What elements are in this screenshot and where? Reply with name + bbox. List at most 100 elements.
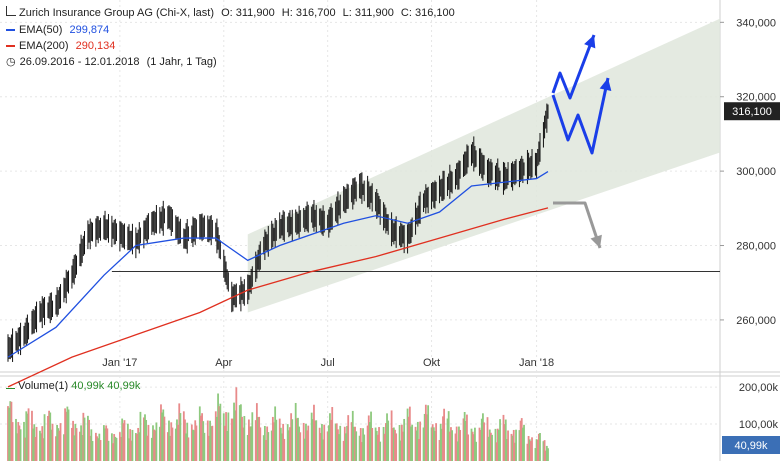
volume-bar bbox=[26, 413, 29, 461]
volume-bar bbox=[482, 413, 484, 461]
volume-bar bbox=[152, 425, 154, 461]
volume-bar bbox=[408, 406, 411, 461]
volume-bar bbox=[170, 422, 173, 461]
volume-bar bbox=[498, 429, 500, 461]
volume-bar bbox=[299, 432, 302, 461]
clock-icon: ◷ bbox=[6, 56, 16, 68]
volume-bar bbox=[358, 435, 361, 461]
volume-bar bbox=[390, 410, 393, 461]
volume-bar bbox=[55, 436, 57, 461]
volume-bar bbox=[543, 440, 546, 461]
volume-bar bbox=[10, 401, 13, 461]
ema200-legend: EMA(200) 290,134 bbox=[6, 39, 119, 53]
volume-bar bbox=[217, 393, 219, 461]
volume-bar bbox=[294, 402, 297, 461]
volume-bar bbox=[158, 426, 161, 461]
volume-bar bbox=[326, 431, 329, 461]
volume-bar bbox=[258, 416, 261, 461]
volume-bar bbox=[329, 413, 331, 461]
volume-bar bbox=[518, 430, 521, 461]
volume-bar bbox=[315, 420, 318, 461]
volume-bar bbox=[211, 425, 214, 461]
volume-bar bbox=[40, 433, 43, 461]
volume-bar bbox=[99, 440, 102, 461]
volume-bar bbox=[75, 428, 78, 461]
volume-bar bbox=[387, 420, 390, 461]
volume-bar bbox=[363, 434, 366, 461]
high-value: H: 316,700 bbox=[281, 7, 336, 19]
volume-bar bbox=[287, 430, 290, 461]
volume-bar bbox=[249, 426, 251, 461]
volume-bar bbox=[529, 441, 532, 461]
volume-bar bbox=[526, 443, 529, 461]
volume-bar bbox=[47, 415, 49, 461]
axes: 260,000 280,000 300,000 320,000 340,000 Jan '… bbox=[102, 17, 780, 454]
volume-bar bbox=[410, 426, 412, 461]
volume-bar bbox=[176, 419, 178, 461]
volume-bar bbox=[281, 433, 283, 461]
volume-bar bbox=[163, 416, 166, 461]
volume-bar bbox=[371, 427, 374, 461]
volume-bar bbox=[440, 428, 443, 461]
volume-bar bbox=[322, 439, 324, 461]
volume-bar bbox=[503, 424, 506, 461]
volume-bar bbox=[416, 421, 419, 461]
volume-bar bbox=[166, 432, 169, 461]
volume-bar bbox=[65, 411, 68, 461]
volume-bar bbox=[63, 434, 65, 461]
volume-bar bbox=[23, 421, 25, 461]
volume-bar bbox=[479, 429, 482, 461]
volume-bar bbox=[311, 419, 314, 461]
volume-bar bbox=[443, 408, 446, 461]
volume-bar bbox=[313, 404, 315, 461]
volume-bar bbox=[274, 406, 277, 461]
volume-bar bbox=[18, 425, 21, 461]
volume-bar bbox=[186, 422, 189, 461]
close-value: C: 316,100 bbox=[400, 7, 455, 19]
volume-bar bbox=[96, 436, 98, 461]
volume-bar bbox=[113, 434, 116, 461]
volume-bar bbox=[136, 433, 138, 461]
volume-bar bbox=[290, 413, 293, 461]
volume-bar bbox=[456, 441, 459, 461]
ema200-value: 290,134 bbox=[75, 40, 116, 52]
volume-bar bbox=[91, 440, 94, 461]
ema50-value: 299,874 bbox=[69, 24, 110, 36]
volume-bar bbox=[246, 434, 249, 461]
volume-bar bbox=[289, 427, 291, 461]
volume-bar bbox=[201, 413, 203, 461]
volume-bar bbox=[488, 429, 491, 461]
volume-bar bbox=[297, 417, 299, 461]
volume-bar bbox=[219, 403, 222, 461]
volume-bar bbox=[307, 425, 310, 461]
volume-bar bbox=[462, 418, 465, 461]
volume-bar bbox=[431, 424, 434, 461]
volume-bar bbox=[27, 408, 30, 461]
volume-bar bbox=[398, 425, 401, 461]
volume-bar bbox=[129, 429, 132, 461]
volume-bar bbox=[395, 433, 398, 461]
ema200-swatch bbox=[6, 45, 15, 48]
projection-arrows bbox=[551, 34, 612, 249]
volume-bar bbox=[59, 423, 62, 461]
volume-bar bbox=[227, 412, 230, 461]
volume-bar bbox=[230, 418, 233, 461]
volume-bar bbox=[427, 405, 430, 461]
volume-bar bbox=[25, 411, 28, 461]
volume-bar bbox=[513, 442, 516, 461]
volume-bar bbox=[406, 408, 409, 461]
volume-bar bbox=[282, 423, 285, 461]
volume-bar bbox=[39, 430, 41, 461]
volume-bar bbox=[422, 427, 425, 461]
volume-bar bbox=[464, 420, 467, 461]
volume-bar bbox=[255, 403, 258, 461]
volume-bar bbox=[161, 412, 164, 461]
volume-bar bbox=[466, 414, 468, 461]
volume-bar bbox=[432, 427, 435, 461]
volume-bar bbox=[537, 433, 540, 461]
low-value: L: 311,900 bbox=[342, 7, 394, 19]
volume-bar bbox=[346, 425, 348, 461]
volume-bar bbox=[279, 427, 282, 461]
volume-bar bbox=[419, 421, 422, 461]
volume-bar bbox=[491, 434, 493, 461]
